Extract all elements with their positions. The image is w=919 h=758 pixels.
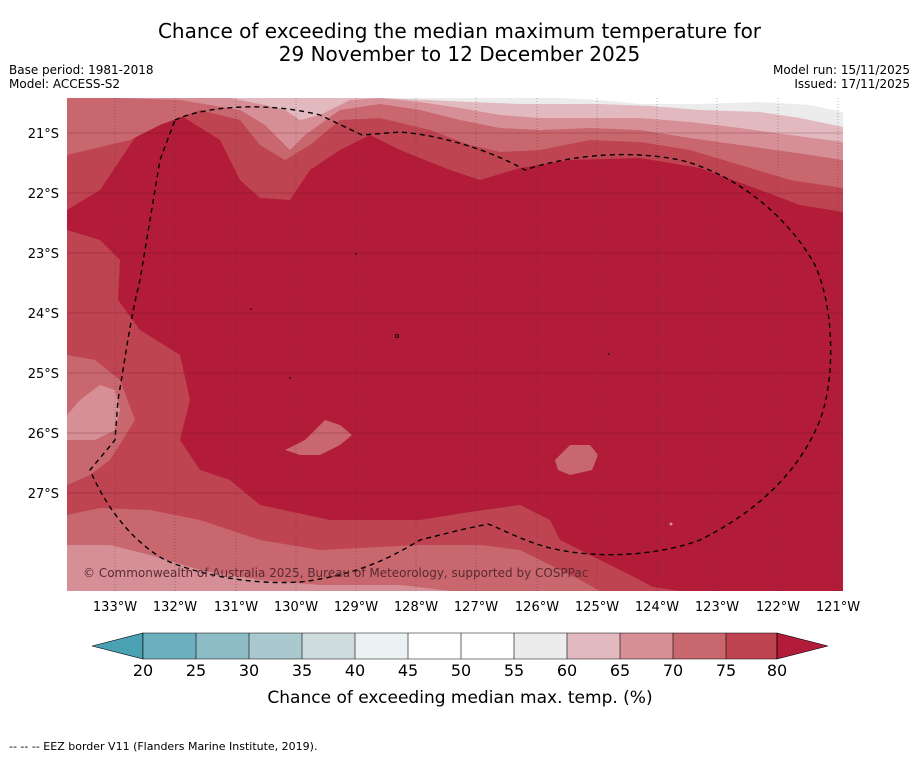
lon-label: 125°W [575,600,619,615]
band-65-70-left [67,385,120,440]
longitude-gridlines [114,98,839,591]
colorbar-tick: 80 [767,661,787,680]
lon-label: 121°W [816,600,860,615]
lon-label: 124°W [635,600,679,615]
band-65-70-bottom [67,545,450,591]
lat-label: 24°S [28,307,59,322]
colorbar-swatch [726,633,777,659]
band-70-75-patch-1 [285,420,352,455]
colorbar-tick: 75 [716,661,736,680]
island-marks [250,253,673,526]
latitude-gridlines [67,132,843,494]
colorbar-tick: 35 [292,661,312,680]
colorbar-tick: 25 [186,661,206,680]
colorbar-swatch [249,633,302,659]
lon-label: 127°W [454,600,498,615]
colorbar-tick: 30 [239,661,259,680]
colorbar-swatch [461,633,514,659]
colorbar-swatch [567,633,620,659]
model-run: Model run: 15/11/2025 [772,63,910,77]
lon-label: 130°W [274,600,318,615]
colorbar-label: Chance of exceeding median max. temp. (%… [267,688,652,708]
colorbar-swatch [408,633,461,659]
colorbar-tick: 70 [663,661,683,680]
colorbar-swatch [355,633,408,659]
band-55-60-top [380,98,843,127]
eez-border [89,106,832,584]
colorbar: 20 25 30 35 40 45 50 55 60 65 70 75 80 C… [91,632,829,708]
colorbar-tick: 50 [451,661,471,680]
lat-label: 27°S [28,487,59,502]
colorbar-swatch [514,633,567,659]
meta-right: Model run: 15/11/2025 Issued: 17/11/2025 [773,63,910,91]
colorbar-tick: 60 [557,661,577,680]
colorbar-swatch [196,633,249,659]
colorbar-arrow-high [776,632,829,660]
band-70-75-patch-2 [555,445,598,475]
copyright-text: © Commonwealth of Australia 2025, Bureau… [83,566,588,580]
colorbar-tick: 40 [345,661,365,680]
base-period: Base period: 1981-2018 [9,63,154,77]
model-name: Model: ACCESS-S2 [9,77,121,91]
lon-label: 131°W [214,600,258,615]
lon-label: 126°W [515,600,559,615]
longitude-labels: 133°W 132°W 131°W 130°W 129°W 128°W 127°… [93,600,860,615]
lat-label: 22°S [28,187,59,202]
lon-label: 128°W [394,600,438,615]
meta-left: Base period: 1981-2018 Model: ACCESS-S2 [9,63,154,91]
lat-label: 25°S [28,367,59,382]
lon-label: 129°W [334,600,378,615]
band-white-top [440,98,843,112]
colorbar-ticks: 20 25 30 35 40 45 50 55 60 65 70 75 80 [133,661,787,680]
colorbar-swatch [302,633,355,659]
colorbar-dividers [142,633,778,659]
lat-label: 26°S [28,427,59,442]
band-75-80-bottom-right [600,585,680,591]
lon-label: 122°W [756,600,800,615]
latitude-labels: 21°S 22°S 23°S 24°S 25°S 26°S 27°S [28,127,59,502]
colorbar-arrow-low [91,632,144,660]
lon-label: 133°W [93,600,137,615]
colorbar-swatch [143,633,196,659]
band-75-80-left [67,230,660,591]
chart-title-line-1: Chance of exceeding the median maximum t… [157,19,762,43]
issued-date: Issued: 17/11/2025 [794,77,910,91]
lon-label: 132°W [153,600,197,615]
colorbar-swatch [620,633,673,659]
chart-title-line-2: 29 November to 12 December 2025 [278,42,641,66]
lon-label: 123°W [695,600,739,615]
colorbar-tick: 55 [504,661,524,680]
eez-legend: -- -- -- EEZ border V11 (Flanders Marine… [9,740,318,753]
lat-label: 23°S [28,247,59,262]
colorbar-tick: 20 [133,661,153,680]
lat-label: 21°S [28,127,59,142]
colorbar-swatch [673,633,726,659]
colorbar-tick: 65 [610,661,630,680]
colorbar-tick: 45 [398,661,418,680]
probability-field [67,98,843,591]
